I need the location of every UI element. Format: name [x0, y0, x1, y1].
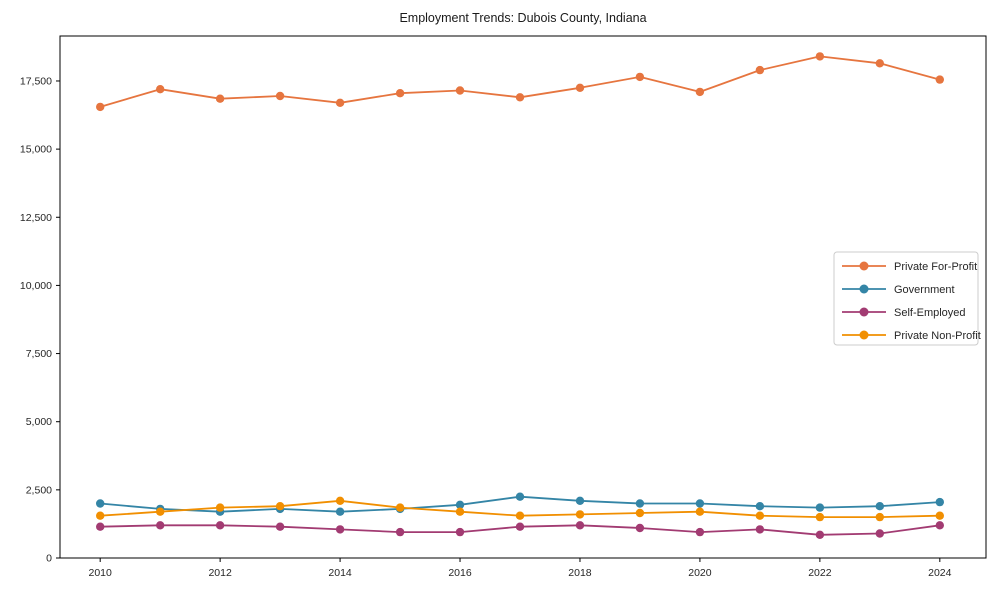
y-axis-tick-label: 12,500	[20, 212, 52, 224]
data-point-self-employed	[395, 527, 405, 537]
data-point-private-non-profit	[635, 508, 645, 518]
data-point-private-for-profit	[755, 65, 765, 75]
data-point-private-for-profit	[515, 93, 525, 102]
data-point-private-for-profit	[455, 86, 465, 95]
data-point-government	[755, 502, 765, 511]
data-point-private-non-profit	[875, 512, 884, 522]
data-point-private-for-profit	[395, 89, 405, 98]
data-point-private-non-profit	[575, 510, 585, 519]
data-point-private-non-profit	[335, 496, 345, 505]
legend-entry-government: Government	[842, 284, 955, 296]
data-point-government	[335, 507, 345, 516]
data-point-government	[695, 499, 705, 508]
data-point-self-employed	[156, 521, 165, 530]
plot-area: 0 2,500 5,000 7,500 10,000 12,500 15,000 17,500…	[20, 35, 987, 579]
data-point-self-employed	[815, 530, 825, 539]
legend: Private For-Profit Government Self-Employe…	[833, 251, 981, 346]
data-point-government	[815, 503, 825, 512]
data-point-self-employed	[215, 521, 225, 530]
data-point-government	[935, 497, 944, 507]
data-point-private-for-profit	[815, 52, 825, 61]
legend-marker-self-employed	[859, 307, 869, 317]
data-point-private-non-profit	[515, 511, 525, 520]
data-point-private-non-profit	[96, 511, 105, 520]
data-point-self-employed	[455, 527, 465, 537]
data-point-private-for-profit	[215, 94, 225, 103]
data-point-self-employed	[875, 529, 884, 538]
data-point-government	[515, 492, 525, 501]
legend-marker-private-non-profit	[859, 330, 869, 340]
y-axis-tick-label: 10,000	[20, 280, 52, 292]
data-point-private-non-profit	[156, 507, 165, 516]
legend-label-self-employed: Self-Employed	[894, 307, 966, 319]
x-axis-tick-label: 2012	[208, 567, 232, 579]
legend-marker-government	[859, 284, 869, 294]
legend-label-government: Government	[894, 284, 955, 296]
data-point-self-employed	[575, 521, 585, 530]
data-point-government	[875, 502, 884, 511]
data-point-private-for-profit	[156, 85, 165, 94]
data-point-private-non-profit	[215, 503, 225, 512]
y-axis-tick-label: 7,500	[26, 348, 52, 360]
data-point-private-for-profit	[575, 83, 585, 93]
data-point-self-employed	[935, 521, 944, 530]
chart-title: Employment Trends: Dubois County, Indian…	[399, 11, 646, 25]
data-point-private-non-profit	[455, 507, 465, 516]
data-point-private-for-profit	[875, 59, 884, 68]
data-point-self-employed	[755, 525, 765, 534]
legend-entry-self-employed: Self-Employed	[842, 307, 966, 319]
data-point-private-for-profit	[275, 91, 285, 101]
y-axis-tick-label: 2,500	[26, 484, 52, 496]
y-axis-tick-label: 0	[46, 553, 52, 565]
data-point-self-employed	[695, 527, 705, 537]
data-point-private-non-profit	[815, 512, 825, 522]
data-point-private-for-profit	[96, 102, 105, 112]
data-point-self-employed	[96, 522, 105, 531]
legend-label-private-non-profit: Private Non-Profit	[894, 330, 981, 342]
legend-entry-private-non-profit: Private Non-Profit	[842, 330, 981, 342]
data-point-private-for-profit	[695, 87, 705, 97]
legend-label-private-for-profit: Private For-Profit	[894, 261, 977, 273]
data-point-private-non-profit	[695, 507, 705, 516]
data-point-self-employed	[635, 523, 645, 533]
data-point-private-non-profit	[395, 503, 405, 512]
x-axis-tick-label: 2020	[688, 567, 712, 579]
legend-marker-private-for-profit	[859, 261, 869, 271]
data-point-self-employed	[515, 522, 525, 531]
data-point-private-non-profit	[935, 511, 944, 520]
x-axis-tick-label: 2014	[328, 567, 352, 579]
data-point-self-employed	[335, 525, 345, 534]
y-axis-tick-label: 17,500	[20, 75, 52, 87]
data-point-self-employed	[275, 522, 285, 531]
data-point-government	[455, 500, 465, 509]
data-point-private-for-profit	[935, 75, 944, 84]
plot-border	[59, 35, 987, 559]
data-point-government	[96, 499, 105, 508]
data-point-private-non-profit	[275, 502, 285, 511]
x-axis-tick-label: 2016	[448, 567, 472, 579]
legend-box	[833, 251, 979, 346]
y-axis-tick-label: 5,000	[26, 416, 52, 428]
x-axis-tick-label: 2018	[568, 567, 592, 579]
x-axis-tick-label: 2022	[808, 567, 832, 579]
x-axis-tick-label: 2010	[89, 567, 113, 579]
data-point-private-for-profit	[635, 72, 645, 82]
legend-entry-private-for-profit: Private For-Profit	[842, 261, 977, 273]
data-point-private-for-profit	[335, 98, 345, 108]
data-point-private-non-profit	[755, 511, 765, 520]
x-axis-tick-label: 2024	[928, 567, 952, 579]
data-point-government	[635, 499, 645, 508]
y-axis-tick-label: 15,000	[20, 144, 52, 156]
data-point-government	[575, 496, 585, 505]
